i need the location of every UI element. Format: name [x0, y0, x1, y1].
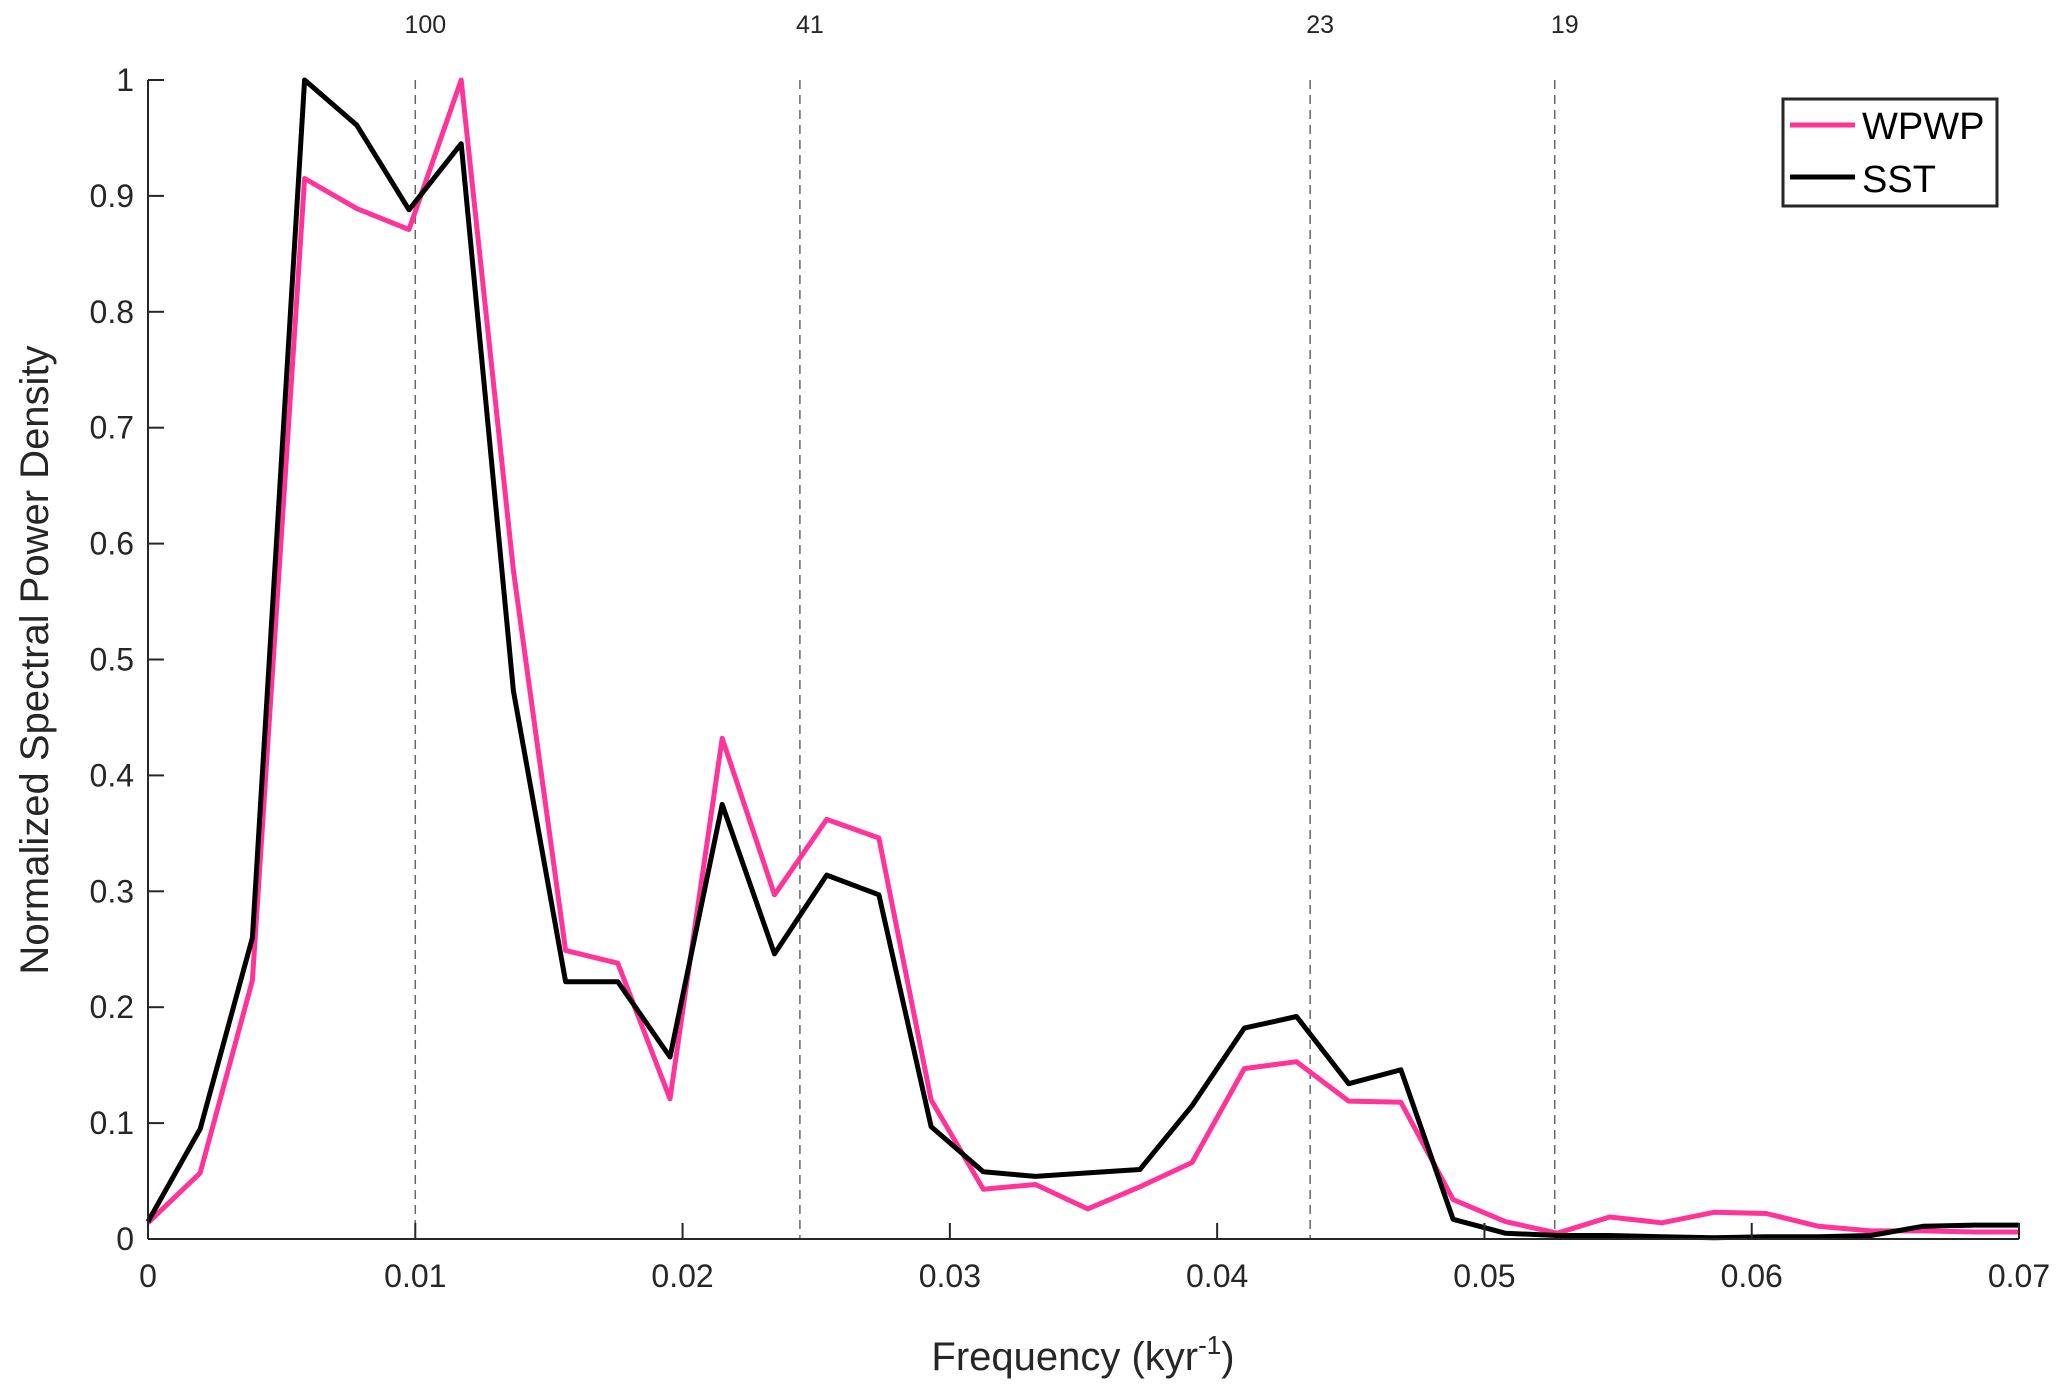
y-tick-label: 0.3 — [90, 873, 134, 909]
y-tick-label: 1 — [116, 62, 134, 98]
y-tick-label: 0 — [116, 1221, 134, 1257]
x-tick-label: 0.07 — [1988, 1258, 2050, 1294]
series-line-wpwp — [146, 77, 2019, 1236]
legend: WPWP SST — [1781, 97, 1999, 208]
y-tick-label: 0.6 — [90, 526, 134, 562]
y-tick-label: 0.8 — [90, 294, 134, 330]
y-tick-label: 0.5 — [90, 642, 134, 678]
series-line-sst — [145, 77, 2019, 1241]
x-tick-label: 0.04 — [1186, 1258, 1248, 1294]
y-tick-label: 0.4 — [90, 757, 134, 793]
x-tick-label: 0.05 — [1453, 1258, 1515, 1294]
x-tick-label: 0.01 — [384, 1258, 446, 1294]
x-axis-label: Frequency (kyr-1) — [931, 1330, 1234, 1379]
legend-label-sst: SST — [1862, 159, 1936, 201]
y-tick-label: 0.1 — [90, 1105, 134, 1141]
x-tick-label: 0 — [139, 1258, 157, 1294]
x-tick-label: 0.03 — [919, 1258, 981, 1294]
x-tick-label: 0.02 — [651, 1258, 713, 1294]
period-label: 41 — [796, 11, 824, 39]
y-tick-label: 0.2 — [90, 989, 134, 1025]
period-label: 19 — [1551, 11, 1579, 39]
y-tick-label: 0.7 — [90, 410, 134, 446]
y-tick-label: 0.9 — [90, 178, 134, 214]
period-label: 23 — [1306, 11, 1334, 39]
x-tick-label: 0.06 — [1721, 1258, 1783, 1294]
legend-label-wpwp: WPWP — [1862, 106, 1984, 148]
y-axis-label: Normalized Spectral Power Density — [13, 345, 57, 974]
period-label: 100 — [404, 11, 446, 39]
